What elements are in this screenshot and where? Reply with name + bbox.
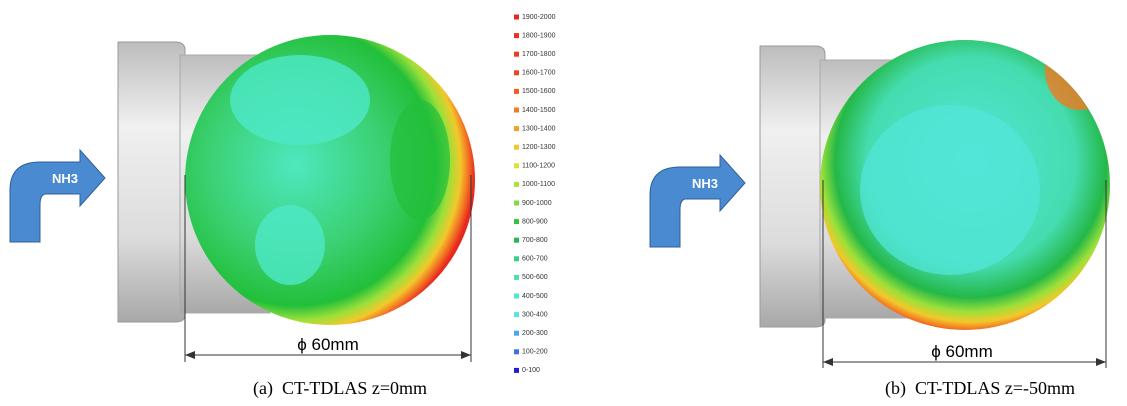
dimension-label: ϕ 60mm <box>297 335 358 354</box>
legend-swatch <box>514 331 519 336</box>
legend-swatch <box>514 145 519 150</box>
legend-swatch <box>514 201 519 206</box>
legend-label: 200-300 <box>522 330 548 337</box>
legend-label: 900-1000 <box>522 200 552 207</box>
legend-label: 1600-1700 <box>522 70 556 77</box>
legend-swatch <box>514 52 519 57</box>
legend-swatch <box>514 312 519 317</box>
legend-label: 1200-1300 <box>522 144 556 151</box>
figure: NH3 ϕ 60mm (a) CT-TDLAS z=0mm NH3 ϕ 60mm… <box>0 0 1127 406</box>
legend-swatch <box>514 33 519 38</box>
legend-swatch <box>514 219 519 224</box>
legend-swatch <box>514 275 519 280</box>
legend-label: 1700-1800 <box>522 51 556 58</box>
legend-swatch <box>514 108 519 113</box>
panel-b: NH3 ϕ 60mm (b) CT-TDLAS z=-50mm <box>650 30 1115 399</box>
legend-label: 1400-1500 <box>522 107 556 114</box>
cylinder <box>118 42 185 322</box>
legend: 1900-2000 1800-1900 1700-1800 1600-1700 1500… <box>514 14 556 374</box>
arrow-label: NH3 <box>692 176 718 191</box>
legend-swatch <box>514 163 519 168</box>
legend-swatch <box>514 238 519 243</box>
legend-label: 700-800 <box>522 237 548 244</box>
legend-swatch <box>514 368 519 373</box>
flow-arrow <box>650 155 745 247</box>
legend-swatch <box>514 89 519 94</box>
flow-arrow <box>10 150 105 242</box>
legend-label: 0-100 <box>522 367 540 374</box>
legend-label: 500-600 <box>522 274 548 281</box>
legend-label: 1000-1100 <box>522 181 555 188</box>
legend-label: 1800-1900 <box>522 32 556 39</box>
legend-swatch <box>514 126 519 131</box>
legend-label: 100-200 <box>522 349 548 356</box>
legend-label: 400-500 <box>522 293 548 300</box>
legend-swatch <box>514 294 519 299</box>
arrow-label: NH3 <box>52 171 78 186</box>
legend-label: 800-900 <box>522 218 548 225</box>
legend-label: 1300-1400 <box>522 125 556 132</box>
legend-label: 1100-1200 <box>522 163 555 170</box>
caption: (b) CT-TDLAS z=-50mm <box>885 378 1075 399</box>
legend-label: 300-400 <box>522 311 548 318</box>
legend-label: 1900-2000 <box>522 14 556 21</box>
panel-a: NH3 ϕ 60mm (a) CT-TDLAS z=0mm <box>10 35 475 399</box>
legend-swatch <box>514 15 519 20</box>
legend-label: 600-700 <box>522 256 548 263</box>
legend-swatch <box>514 182 519 187</box>
legend-swatch <box>514 349 519 354</box>
legend-swatch <box>514 70 519 75</box>
legend-label: 1500-1600 <box>522 88 556 95</box>
caption: (a) CT-TDLAS z=0mm <box>253 378 427 399</box>
dimension-label: ϕ 60mm <box>931 342 992 361</box>
legend-swatch <box>514 256 519 261</box>
cylinder <box>760 46 825 327</box>
